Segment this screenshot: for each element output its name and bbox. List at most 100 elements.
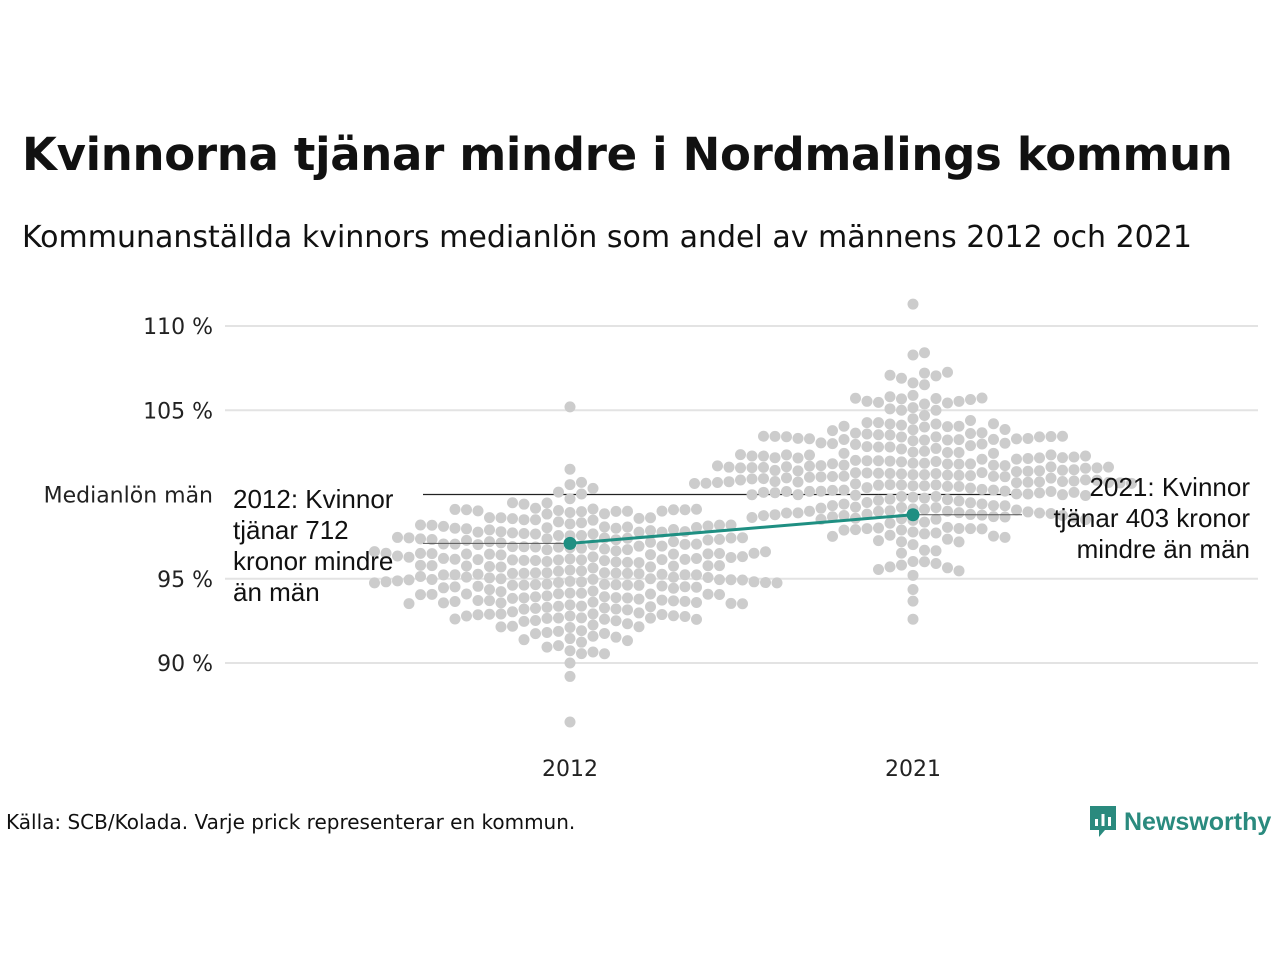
data-dot-2021	[930, 527, 942, 539]
data-dot-2012	[392, 575, 403, 587]
data-dot-2021	[723, 461, 735, 473]
data-dot-2021	[838, 459, 850, 471]
data-dot-2012	[553, 640, 564, 652]
data-dot-2012	[530, 628, 541, 640]
data-dot-2012	[622, 544, 633, 556]
data-dot-2012	[449, 538, 461, 550]
data-dot-2012	[507, 497, 518, 509]
data-dot-2012	[656, 580, 668, 592]
data-dot-2021	[815, 471, 827, 483]
data-dot-2021	[804, 471, 815, 483]
data-dot-2021	[861, 455, 873, 467]
data-dot-2012	[495, 597, 507, 609]
data-dot-2012	[668, 571, 679, 583]
data-dot-2021	[1080, 462, 1091, 474]
data-dot-2021	[896, 490, 907, 502]
data-dot-2012	[564, 599, 576, 611]
data-dot-2012	[553, 516, 564, 528]
data-dot-2012	[472, 595, 484, 607]
data-dot-2021	[919, 367, 930, 379]
data-dot-2021	[953, 565, 965, 577]
data-dot-2021	[965, 440, 976, 452]
data-dot-2021	[907, 389, 919, 401]
data-dot-2012	[438, 569, 449, 581]
data-dot-2021	[873, 417, 884, 429]
data-dot-2021	[953, 507, 965, 519]
data-dot-2012	[392, 550, 403, 562]
data-dot-2012	[541, 612, 553, 624]
data-dot-2021	[873, 467, 884, 479]
data-dot-2021	[930, 456, 942, 468]
data-dot-2012	[461, 548, 472, 560]
data-dot-2021	[953, 395, 965, 407]
data-dot-2021	[930, 490, 942, 502]
data-dot-2012	[599, 567, 610, 579]
data-dot-2021	[907, 377, 919, 389]
data-dot-2021	[930, 404, 942, 416]
data-dot-2021	[700, 477, 712, 489]
data-dot-2021	[827, 484, 838, 496]
data-dot-2012	[403, 598, 415, 610]
data-dot-2012	[702, 588, 714, 600]
data-dot-2012	[518, 498, 530, 510]
data-dot-2012	[576, 542, 587, 554]
data-dot-2021	[976, 438, 988, 450]
data-dot-2021	[942, 421, 953, 433]
newsworthy-logo-icon	[1090, 806, 1116, 837]
data-dot-2021	[884, 418, 896, 430]
data-dot-2021	[746, 450, 758, 462]
data-dot-2012	[530, 541, 541, 553]
data-dot-2012	[507, 554, 518, 566]
data-dot-2012	[472, 609, 484, 621]
data-dot-2021	[919, 445, 930, 457]
data-dot-2021	[942, 447, 953, 459]
data-dot-2021	[988, 511, 999, 523]
data-dot-2021	[804, 433, 815, 445]
data-dot-2021	[1080, 514, 1091, 526]
data-dot-2012	[714, 589, 725, 601]
data-dot-2012	[553, 577, 564, 589]
data-dot-2021	[1022, 453, 1034, 465]
data-dot-2021	[896, 501, 907, 513]
data-dot-2021	[850, 489, 861, 501]
data-dot-2012	[495, 608, 507, 620]
data-dot-2012	[564, 645, 576, 657]
data-dot-2021	[896, 419, 907, 431]
data-dot-2012	[610, 592, 622, 604]
newsworthy-logo[interactable]: Newsworthy	[1088, 804, 1271, 840]
data-dot-2021	[838, 510, 850, 522]
data-dot-2012	[415, 533, 426, 545]
data-dot-2021	[896, 443, 907, 455]
data-dot-2012	[472, 554, 484, 566]
data-dot-2021	[1057, 464, 1068, 476]
data-dot-2012	[587, 503, 599, 515]
data-dot-2021	[942, 480, 953, 492]
data-dot-2012	[679, 538, 691, 550]
annotation-2012-line: 2012: Kvinnor	[233, 484, 394, 514]
data-dot-2021	[896, 536, 907, 548]
data-dot-2021	[827, 438, 838, 450]
data-dot-2012	[622, 618, 633, 630]
y-tick-label: 110 %	[143, 315, 213, 340]
data-dot-2021	[976, 523, 988, 535]
data-dot-2021	[930, 418, 942, 430]
data-dot-2021	[988, 433, 999, 445]
data-dot-2012	[426, 534, 438, 546]
x-tick-label: 2012	[542, 757, 598, 782]
data-dot-2012	[403, 551, 415, 563]
data-dot-2021	[1011, 466, 1022, 478]
data-dot-2012	[691, 596, 702, 608]
data-dot-2021	[712, 460, 723, 472]
data-dot-2012	[691, 569, 702, 581]
data-dot-2021	[1080, 489, 1091, 501]
data-dot-2012	[484, 572, 495, 584]
data-dot-2012	[530, 567, 541, 579]
data-dot-2021	[988, 500, 999, 512]
data-dot-2012	[679, 504, 691, 516]
data-dot-2012	[495, 561, 507, 573]
data-dot-2012	[656, 554, 668, 566]
data-dot-2012	[771, 577, 783, 589]
reference-line-label: Medianlön män	[44, 484, 213, 509]
data-dot-2012	[679, 581, 691, 593]
data-dot-2012	[656, 540, 668, 552]
